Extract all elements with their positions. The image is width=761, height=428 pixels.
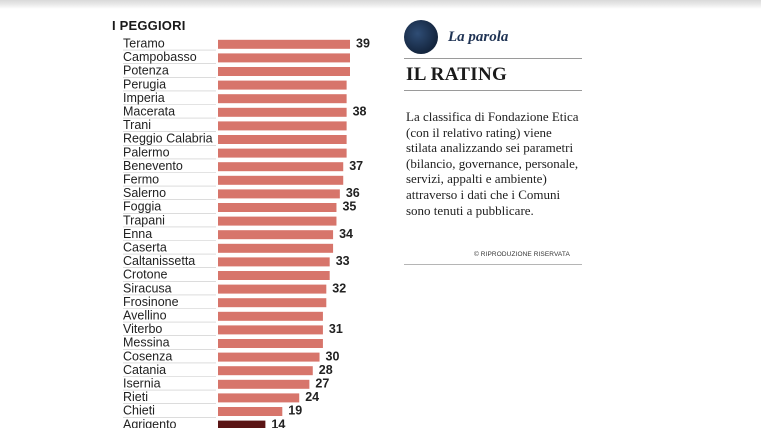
category-label: Teramo — [123, 37, 165, 51]
category-label: Campobasso — [123, 50, 197, 64]
category-label: Foggia — [123, 200, 161, 214]
category-label: Benevento — [123, 159, 183, 173]
bar — [218, 203, 337, 212]
bar — [218, 271, 330, 280]
bar — [218, 407, 283, 416]
sidebar-body: La classifica di Fondazione Etica (con i… — [406, 109, 579, 218]
bar — [218, 230, 334, 240]
category-label: Agrigento — [123, 417, 177, 428]
value-label: 28 — [319, 363, 333, 377]
category-label: Palermo — [123, 145, 170, 159]
category-label: Cosenza — [123, 349, 172, 363]
bar — [218, 216, 337, 226]
category-label: Crotone — [123, 268, 168, 282]
bar — [218, 39, 350, 49]
bar — [218, 379, 310, 389]
category-label: Enna — [123, 227, 152, 241]
category-label: Macerata — [123, 105, 175, 119]
bar — [218, 162, 344, 172]
value-label: 33 — [336, 254, 350, 268]
value-label: 31 — [329, 322, 343, 336]
value-label: 36 — [346, 186, 360, 200]
category-label: Fermo — [123, 173, 159, 187]
value-label: 34 — [339, 227, 353, 241]
bar — [218, 135, 347, 144]
bar — [218, 311, 323, 321]
value-label: 39 — [356, 37, 370, 51]
bar — [218, 148, 347, 158]
value-label: 24 — [305, 390, 319, 404]
value-label: 19 — [288, 404, 302, 418]
copyright-note: © RIPRODUZIONE RISERVATA — [474, 251, 570, 258]
category-label: Potenza — [123, 64, 169, 78]
rule-bottom — [404, 264, 582, 265]
bar — [218, 67, 350, 76]
category-label: Caserta — [123, 241, 167, 255]
bar — [218, 243, 334, 253]
top-page-strip — [0, 0, 761, 9]
bar — [218, 325, 323, 335]
category-label: Imperia — [123, 91, 165, 105]
category-label: Chieti — [123, 404, 155, 418]
kicker-label: La parola — [448, 28, 509, 45]
category-label: Avellino — [123, 309, 167, 323]
category-label: Trapani — [123, 213, 165, 227]
value-label: 32 — [332, 281, 346, 295]
bar — [218, 298, 327, 308]
value-label: 38 — [353, 105, 367, 119]
category-label: Frosinone — [123, 295, 179, 309]
rule-top — [404, 58, 582, 59]
value-label: 30 — [326, 349, 340, 363]
category-label: Rieti — [123, 390, 148, 404]
kicker-circle-icon — [404, 20, 438, 54]
value-label: 27 — [315, 377, 329, 391]
category-label: Messina — [123, 336, 170, 350]
bar — [218, 339, 323, 348]
chart-title: I PEGGIORI — [112, 18, 186, 33]
bar — [218, 80, 347, 90]
bar — [218, 53, 350, 63]
bar — [218, 284, 327, 294]
bar — [218, 94, 347, 104]
rule-middle — [404, 90, 582, 91]
category-label: Caltanissetta — [123, 254, 195, 268]
value-label: 35 — [342, 200, 356, 214]
bar — [218, 189, 340, 199]
category-label: Viterbo — [123, 322, 162, 336]
category-label: Isernia — [123, 377, 161, 391]
category-label: Salerno — [123, 186, 166, 200]
bar — [218, 420, 266, 428]
category-label: Catania — [123, 363, 166, 377]
bar — [218, 352, 320, 362]
bar — [218, 107, 347, 117]
sidebar-headline: IL RATING — [406, 64, 508, 85]
category-label: Siracusa — [123, 281, 172, 295]
category-label: Perugia — [123, 77, 166, 91]
kicker: La parola — [404, 20, 508, 54]
bar — [218, 366, 313, 376]
bar — [218, 175, 344, 185]
bar — [218, 393, 300, 403]
category-label: Trani — [123, 118, 151, 132]
category-label: Reggio Calabria — [123, 132, 213, 146]
value-label: 14 — [271, 417, 285, 428]
bar — [218, 257, 330, 267]
bar — [218, 121, 347, 131]
value-label: 37 — [349, 159, 363, 173]
